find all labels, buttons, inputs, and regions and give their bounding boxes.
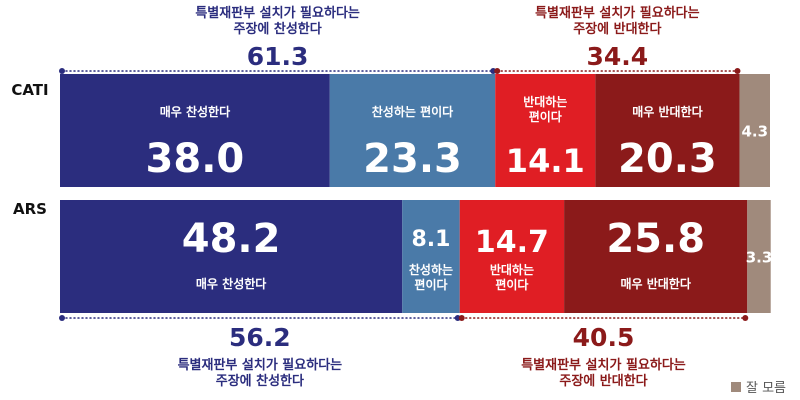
group-title: 주장에 찬성한다	[216, 373, 304, 389]
data-label: 14.1	[506, 142, 585, 180]
data-label: 20.3	[618, 136, 717, 182]
group-title: 특별재판부 설치가 필요하다는	[535, 5, 700, 21]
segment-label: 찬성하는	[409, 262, 453, 277]
group-total: 34.4	[587, 42, 649, 71]
data-label: 23.3	[363, 136, 462, 182]
group-bracket-dot	[494, 68, 501, 74]
legend-label: 잘 모름	[746, 381, 786, 396]
group-bracket-dot	[59, 68, 65, 74]
bar-segment	[329, 74, 496, 187]
group-title: 특별재판부 설치가 필요하다는	[195, 5, 360, 21]
data-label: 38.0	[146, 136, 245, 182]
bar-segment	[60, 200, 403, 313]
bar-segment	[564, 200, 748, 313]
bar-segment	[747, 200, 771, 313]
data-label: 3.3	[746, 249, 773, 267]
segment-label: 반대하는	[523, 94, 567, 109]
segment-label: 편이다	[529, 109, 562, 124]
data-label: 48.2	[182, 216, 281, 262]
bar-segment	[495, 74, 596, 187]
bar-segment	[459, 200, 565, 313]
segment-label: 매우 반대한다	[620, 276, 690, 291]
segment-label: 편이다	[414, 277, 447, 292]
group-title: 특별재판부 설치가 필요하다는	[521, 357, 686, 373]
row-label-ars: ARS	[13, 200, 47, 218]
group-title: 주장에 반대한다	[559, 373, 647, 389]
segment-label: 반대하는	[490, 262, 534, 277]
data-label: 8.1	[411, 227, 450, 252]
group-bracket-dot	[742, 315, 749, 321]
group-title: 주장에 반대한다	[573, 21, 661, 37]
group-bracket-dot	[59, 315, 65, 321]
data-label: 25.8	[606, 216, 705, 262]
legend-swatch	[731, 382, 741, 392]
row-label-cati: CATI	[11, 81, 48, 99]
segment-label: 편이다	[495, 277, 528, 292]
group-total: 56.2	[229, 323, 291, 352]
data-label: 4.3	[741, 123, 768, 141]
bar-segment	[402, 200, 460, 313]
data-label: 14.7	[475, 225, 549, 260]
group-total: 40.5	[573, 323, 635, 352]
group-bracket-dot	[458, 315, 465, 321]
group-title: 특별재판부 설치가 필요하다는	[178, 357, 343, 373]
segment-label: 매우 찬성한다	[196, 276, 266, 291]
segment-label: 매우 찬성한다	[160, 104, 230, 119]
bar-segment	[60, 74, 330, 187]
segment-label: 매우 반대한다	[632, 104, 702, 119]
group-bracket-dot	[734, 68, 741, 74]
bar-segment	[739, 74, 770, 187]
segment-label: 찬성하는 편이다	[372, 104, 453, 119]
group-total: 61.3	[247, 42, 309, 71]
bar-segment	[595, 74, 740, 187]
group-title: 주장에 찬성한다	[233, 21, 321, 37]
